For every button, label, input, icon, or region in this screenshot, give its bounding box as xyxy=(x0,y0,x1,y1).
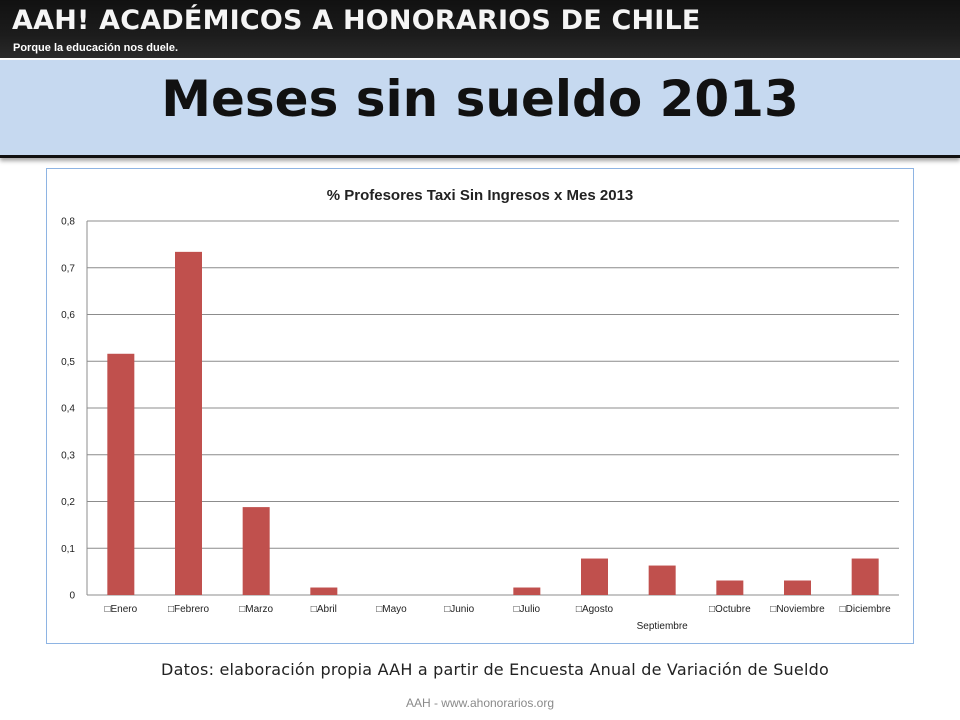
y-tick-label: 0,2 xyxy=(61,497,75,508)
y-tick-label: 0 xyxy=(69,591,75,602)
bar-abril xyxy=(310,587,338,595)
chart-area: % Profesores Taxi Sin Ingresos x Mes 201… xyxy=(46,168,914,644)
footer-url: AAH - www.ahonorarios.org xyxy=(405,696,555,710)
bar-febrero xyxy=(175,251,202,595)
bar-septiembre xyxy=(648,565,676,595)
x-tick-label: □Julio xyxy=(514,604,541,615)
banner-tagline: Porque la educación nos duele. xyxy=(13,42,179,54)
x-tick-label: □Noviembre xyxy=(770,604,825,615)
header-banner: AAH! ACADÉMICOS A HONORARIOS DE CHILE Po… xyxy=(0,0,960,58)
x-tick-label: □Agosto xyxy=(576,604,614,615)
y-tick-label: 0,5 xyxy=(61,357,75,368)
y-tick-label: 0,7 xyxy=(61,263,75,274)
x-tick-label: □Enero xyxy=(104,604,137,615)
chart-title: % Profesores Taxi Sin Ingresos x Mes 201… xyxy=(327,187,634,204)
x-tick-label: □Marzo xyxy=(239,604,273,615)
bar-marzo xyxy=(242,507,270,595)
x-tick-label: □Octubre xyxy=(709,604,751,615)
y-tick-label: 0,3 xyxy=(61,450,75,461)
bar-diciembre xyxy=(851,558,879,595)
y-tick-label: 0,1 xyxy=(61,544,75,555)
bar-agosto xyxy=(581,558,608,595)
title-band: Meses sin sueldo 2013 xyxy=(0,60,960,158)
bar-octubre xyxy=(716,580,744,595)
bar-chart: % Profesores Taxi Sin Ingresos x Mes 201… xyxy=(61,187,899,632)
x-tick-label: □Diciembre xyxy=(840,604,891,615)
source-note: Datos: elaboración propia AAH a partir d… xyxy=(161,660,829,679)
x-tick-label: □Junio xyxy=(444,604,474,615)
x-tick-label: □Abril xyxy=(311,604,337,615)
bar-noviembre xyxy=(784,580,811,595)
bar-enero xyxy=(107,353,135,595)
y-tick-label: 0,8 xyxy=(61,217,75,228)
y-tick-label: 0,4 xyxy=(61,404,75,415)
x-tick-label: □Mayo xyxy=(376,604,407,615)
y-tick-label: 0,6 xyxy=(61,310,75,321)
bar-julio xyxy=(513,587,541,595)
banner-title: AAH! ACADÉMICOS A HONORARIOS DE CHILE xyxy=(12,5,701,36)
x-tick-label: □Febrero xyxy=(168,604,209,615)
slide-title: Meses sin sueldo 2013 xyxy=(161,70,799,128)
x-tick-label: Septiembre xyxy=(637,621,689,632)
